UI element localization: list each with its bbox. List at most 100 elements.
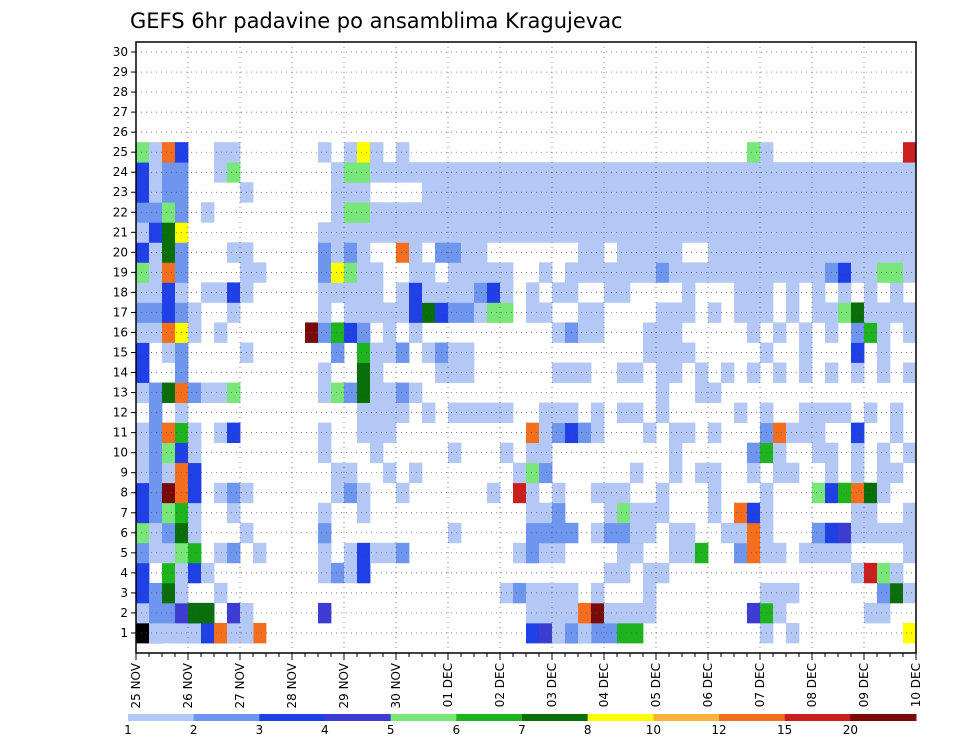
precip-cell (162, 202, 176, 223)
precip-cell (656, 262, 670, 283)
precip-cell (487, 162, 501, 183)
colorbar-label: 3 (256, 723, 264, 737)
precip-cell (214, 582, 228, 604)
precip-cell (448, 182, 462, 203)
precip-cell (136, 462, 150, 484)
precip-cell (617, 282, 631, 303)
x-tick-label: 10 DEC (909, 663, 923, 707)
colorbar-swatch (325, 714, 392, 721)
precip-cell (162, 422, 176, 444)
precip-cell (747, 242, 761, 263)
precip-cell (812, 402, 826, 424)
precip-cell (643, 342, 657, 363)
precip-cell (188, 482, 202, 504)
precip-cell (838, 522, 852, 544)
precip-cell (877, 482, 891, 504)
precip-cell (136, 322, 150, 343)
precip-cell (877, 602, 891, 624)
precip-cell (136, 262, 150, 283)
precip-cell (422, 162, 436, 183)
precip-cell (747, 522, 761, 544)
precip-cell (786, 262, 800, 283)
precip-cell (812, 422, 826, 444)
precip-cell (708, 462, 722, 484)
precip-cell (149, 522, 163, 544)
precip-cell (409, 222, 423, 243)
precip-cell (669, 442, 683, 464)
dotted-grid (136, 42, 916, 653)
precip-cell (812, 262, 826, 283)
precip-cell (149, 182, 163, 203)
precip-cell (227, 542, 241, 564)
precip-cell (422, 202, 436, 223)
precip-cell (643, 242, 657, 263)
precip-cell (903, 362, 917, 383)
precip-cell (383, 322, 397, 343)
colorbar-swatch (128, 714, 195, 721)
precip-cell (851, 242, 865, 263)
precip-cell (838, 222, 852, 243)
precip-cell (604, 202, 618, 223)
precip-cell (357, 482, 371, 504)
precip-cell (136, 382, 150, 403)
precip-cell (552, 602, 566, 624)
precip-cell (578, 422, 592, 444)
x-tick-label: 09 DEC (857, 663, 871, 707)
y-tick-label: 15 (113, 346, 128, 360)
x-tick-label: 29 NOV (337, 662, 351, 708)
precip-cell (773, 162, 787, 183)
colorbar-label: 6 (453, 723, 461, 737)
precip-cell (591, 522, 605, 544)
precip-cell (331, 342, 345, 363)
precip-cell (734, 202, 748, 223)
precip-cell (552, 282, 566, 303)
precip-cell (136, 542, 150, 564)
precip-cell (591, 242, 605, 263)
precip-cell (448, 222, 462, 243)
precip-cell (578, 322, 592, 343)
precip-cell (214, 282, 228, 303)
precip-cell (162, 182, 176, 203)
precip-cell (851, 462, 865, 484)
y-tick-label: 10 (113, 446, 128, 460)
precip-cell (201, 382, 228, 403)
precip-cell (162, 442, 176, 464)
precip-cell (526, 182, 540, 203)
precip-cell (864, 242, 878, 263)
precip-cell (539, 502, 553, 524)
precip-cell (773, 202, 787, 223)
y-axis-ticks: 1234567891011121314151617181920212223242… (113, 45, 136, 640)
y-tick-label: 13 (113, 386, 128, 400)
precip-cell (526, 582, 540, 604)
precip-cell (526, 622, 540, 644)
precip-cell (812, 222, 826, 243)
precip-cell (331, 322, 345, 343)
precip-cell (136, 302, 150, 323)
precip-cell (669, 242, 683, 263)
precip-cell (409, 322, 423, 343)
precip-cell (773, 422, 787, 444)
precip-cell (162, 502, 176, 524)
precip-cell (383, 302, 397, 323)
precip-cell (721, 242, 735, 263)
precip-cell (682, 522, 696, 544)
precip-cell (149, 142, 163, 163)
precip-cell (357, 222, 371, 243)
precip-cell (799, 182, 813, 203)
precip-cell (812, 182, 826, 203)
precip-cell (526, 462, 540, 484)
precip-cell (851, 202, 865, 223)
precip-cell (838, 542, 852, 564)
precip-cell (604, 562, 631, 584)
precip-cell (136, 242, 150, 263)
precip-cell (344, 302, 358, 323)
precip-cell (162, 462, 176, 484)
precip-cell (396, 142, 410, 163)
colorbar-swatch (850, 714, 917, 721)
precip-cell (591, 302, 605, 323)
colorbar-label: 8 (584, 723, 592, 737)
precip-cell (318, 522, 332, 544)
precip-cell (474, 402, 488, 424)
precip-cell (149, 222, 163, 243)
precip-cell (734, 222, 748, 243)
